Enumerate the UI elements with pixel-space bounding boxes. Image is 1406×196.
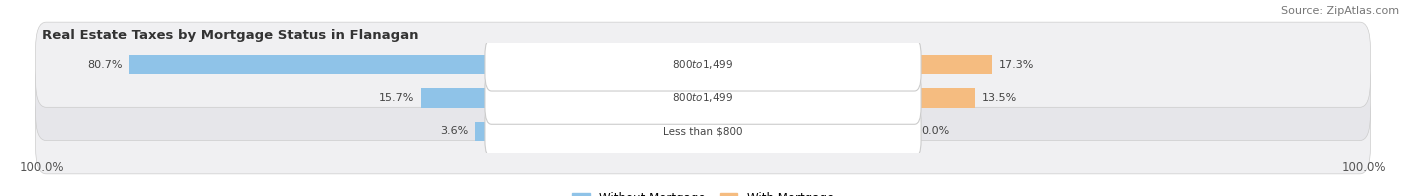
Text: $800 to $1,499: $800 to $1,499 <box>672 92 734 104</box>
Legend: Without Mortgage, With Mortgage: Without Mortgage, With Mortgage <box>569 190 837 196</box>
FancyBboxPatch shape <box>35 22 1371 107</box>
Text: $800 to $1,499: $800 to $1,499 <box>672 58 734 71</box>
FancyBboxPatch shape <box>35 55 1371 141</box>
Text: 80.7%: 80.7% <box>87 60 122 70</box>
Text: Less than $800: Less than $800 <box>664 126 742 136</box>
Bar <box>914 88 976 108</box>
Bar <box>475 122 492 141</box>
Bar <box>914 55 993 74</box>
FancyBboxPatch shape <box>485 38 921 91</box>
Bar <box>420 88 492 108</box>
Bar <box>129 55 492 74</box>
Text: Source: ZipAtlas.com: Source: ZipAtlas.com <box>1281 6 1399 16</box>
Text: Real Estate Taxes by Mortgage Status in Flanagan: Real Estate Taxes by Mortgage Status in … <box>42 29 419 42</box>
Text: 0.0%: 0.0% <box>921 126 949 136</box>
Text: 3.6%: 3.6% <box>440 126 468 136</box>
FancyBboxPatch shape <box>485 105 921 158</box>
Text: 13.5%: 13.5% <box>981 93 1017 103</box>
Text: 15.7%: 15.7% <box>380 93 415 103</box>
FancyBboxPatch shape <box>485 72 921 124</box>
FancyBboxPatch shape <box>35 89 1371 174</box>
Text: 17.3%: 17.3% <box>998 60 1035 70</box>
